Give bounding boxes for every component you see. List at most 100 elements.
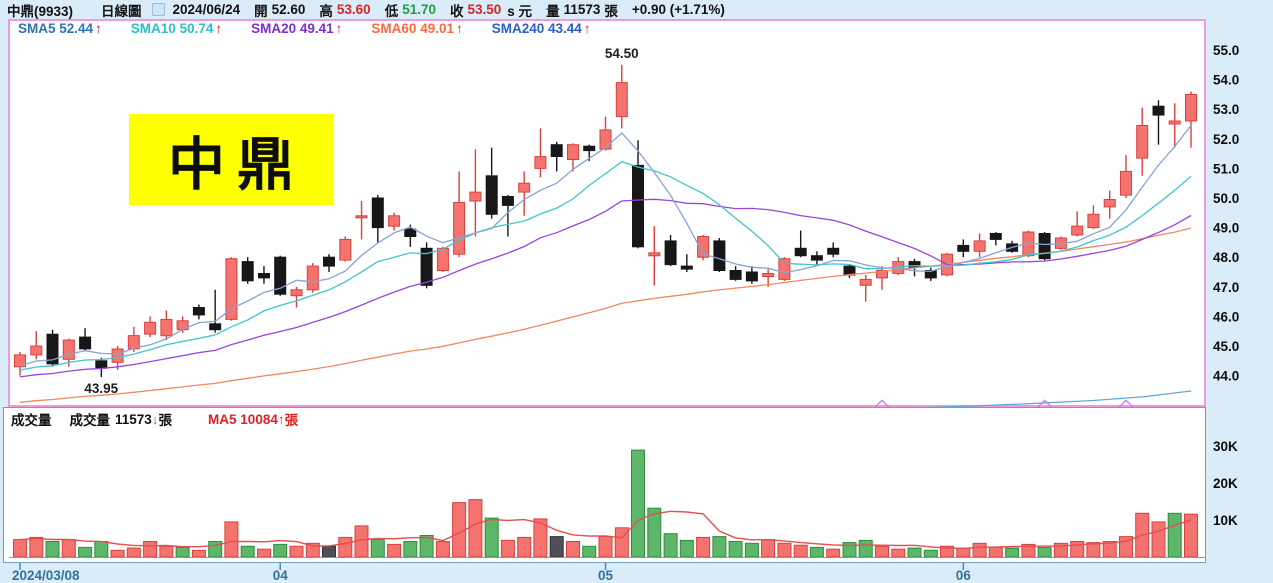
volume-bar[interactable] [191, 549, 206, 558]
volume-bar[interactable] [663, 533, 678, 558]
volume-bar[interactable] [468, 499, 483, 558]
volume-bar[interactable] [370, 539, 385, 558]
candle[interactable] [697, 236, 710, 258]
volume-bar[interactable] [728, 541, 743, 558]
volume-bar[interactable] [338, 536, 353, 558]
candle[interactable] [323, 256, 335, 267]
volume-bar[interactable] [500, 539, 515, 558]
volume-bar[interactable] [582, 545, 597, 558]
candle[interactable] [420, 247, 433, 286]
volume-bar[interactable] [891, 548, 906, 558]
volume-bar[interactable] [289, 545, 304, 558]
candle[interactable] [258, 273, 270, 279]
volume-bar[interactable] [549, 536, 564, 558]
candle[interactable] [1185, 93, 1197, 122]
volume-bar[interactable] [988, 546, 1003, 558]
volume-bar[interactable] [403, 541, 418, 558]
candle[interactable] [859, 278, 872, 286]
candle[interactable] [14, 354, 26, 368]
candle[interactable] [274, 256, 287, 295]
candle[interactable] [1152, 105, 1165, 116]
candle[interactable] [989, 233, 1002, 240]
candle[interactable] [1071, 225, 1084, 236]
volume-bar[interactable] [793, 544, 808, 558]
candle[interactable] [485, 175, 498, 215]
candle[interactable] [599, 129, 612, 150]
volume-bar[interactable] [175, 546, 190, 558]
candle[interactable] [518, 182, 531, 193]
candle[interactable] [713, 240, 726, 271]
candle[interactable] [225, 258, 238, 320]
candle[interactable] [876, 270, 888, 279]
volume-bar[interactable] [257, 548, 271, 558]
volume-bar[interactable] [923, 549, 938, 558]
volume-bar[interactable] [875, 545, 889, 558]
candle[interactable] [794, 247, 807, 257]
candle[interactable] [957, 244, 970, 252]
volume-bar[interactable] [809, 546, 824, 558]
candle[interactable] [436, 247, 449, 272]
volume-bar[interactable] [1151, 521, 1166, 558]
sma-legend-item-0[interactable]: SMA5 52.44 ↑ [18, 21, 102, 36]
candle[interactable] [827, 247, 840, 255]
volume-bar[interactable] [94, 541, 109, 558]
candle[interactable] [144, 321, 157, 335]
candle[interactable] [290, 289, 303, 297]
sma-legend-item-2[interactable]: SMA20 49.41 ↑ [251, 21, 342, 36]
volume-bar[interactable] [224, 521, 239, 558]
volume-bar[interactable] [826, 548, 841, 558]
sma-legend-item-3[interactable]: SMA60 49.01 ↑ [371, 21, 462, 36]
candle[interactable] [241, 261, 254, 282]
price-plot[interactable] [14, 64, 1197, 413]
candle[interactable] [306, 265, 319, 291]
volume-bar[interactable] [13, 539, 27, 558]
candle[interactable] [371, 197, 384, 229]
candle[interactable] [30, 345, 43, 356]
candle[interactable] [762, 273, 775, 277]
candle[interactable] [501, 196, 514, 206]
candle[interactable] [973, 240, 986, 252]
volume-bar[interactable] [777, 542, 792, 558]
volume-bar[interactable] [29, 536, 44, 558]
volume-bar[interactable] [110, 549, 125, 558]
volume-bar[interactable] [126, 547, 141, 558]
volume-bar[interactable] [744, 542, 759, 558]
volume-bar[interactable] [61, 539, 76, 558]
volume-bar[interactable] [78, 546, 93, 558]
candle[interactable] [1136, 125, 1149, 159]
candle[interactable] [1120, 170, 1132, 196]
candle[interactable] [664, 240, 677, 266]
volume-bar[interactable] [240, 545, 255, 558]
candle[interactable] [632, 164, 644, 248]
chart-options-icon[interactable] [151, 3, 165, 16]
volume-bar[interactable] [159, 545, 174, 558]
volume-bar[interactable] [631, 449, 645, 558]
volume-bar[interactable] [566, 541, 580, 558]
volume-bar[interactable] [858, 539, 873, 558]
volume-bar[interactable] [143, 541, 158, 558]
candle[interactable] [388, 215, 401, 227]
volume-bar[interactable] [907, 547, 922, 558]
candle[interactable] [469, 191, 482, 202]
volume-bar[interactable] [484, 517, 499, 558]
candle[interactable] [567, 144, 579, 160]
sma-legend-item-1[interactable]: SMA10 50.74 ↑ [131, 21, 222, 36]
candle[interactable] [1038, 233, 1051, 260]
candle[interactable] [550, 144, 563, 157]
volume-bar[interactable] [1167, 512, 1182, 558]
candle[interactable] [79, 336, 92, 350]
volume-bar[interactable] [956, 547, 971, 558]
candle[interactable] [680, 265, 693, 270]
volume-bar[interactable] [387, 543, 402, 558]
candle[interactable] [1087, 213, 1100, 229]
volume-bar[interactable] [1037, 546, 1052, 558]
candle[interactable] [778, 258, 791, 280]
chart-type-label[interactable]: 日線圖 [101, 3, 142, 19]
volume-bar[interactable] [435, 541, 450, 558]
candle[interactable] [192, 307, 205, 316]
candle[interactable] [111, 348, 124, 363]
candle[interactable] [810, 255, 823, 261]
volume-bar[interactable] [1070, 541, 1085, 558]
volume-bar[interactable] [45, 541, 60, 558]
candle[interactable] [355, 215, 368, 219]
